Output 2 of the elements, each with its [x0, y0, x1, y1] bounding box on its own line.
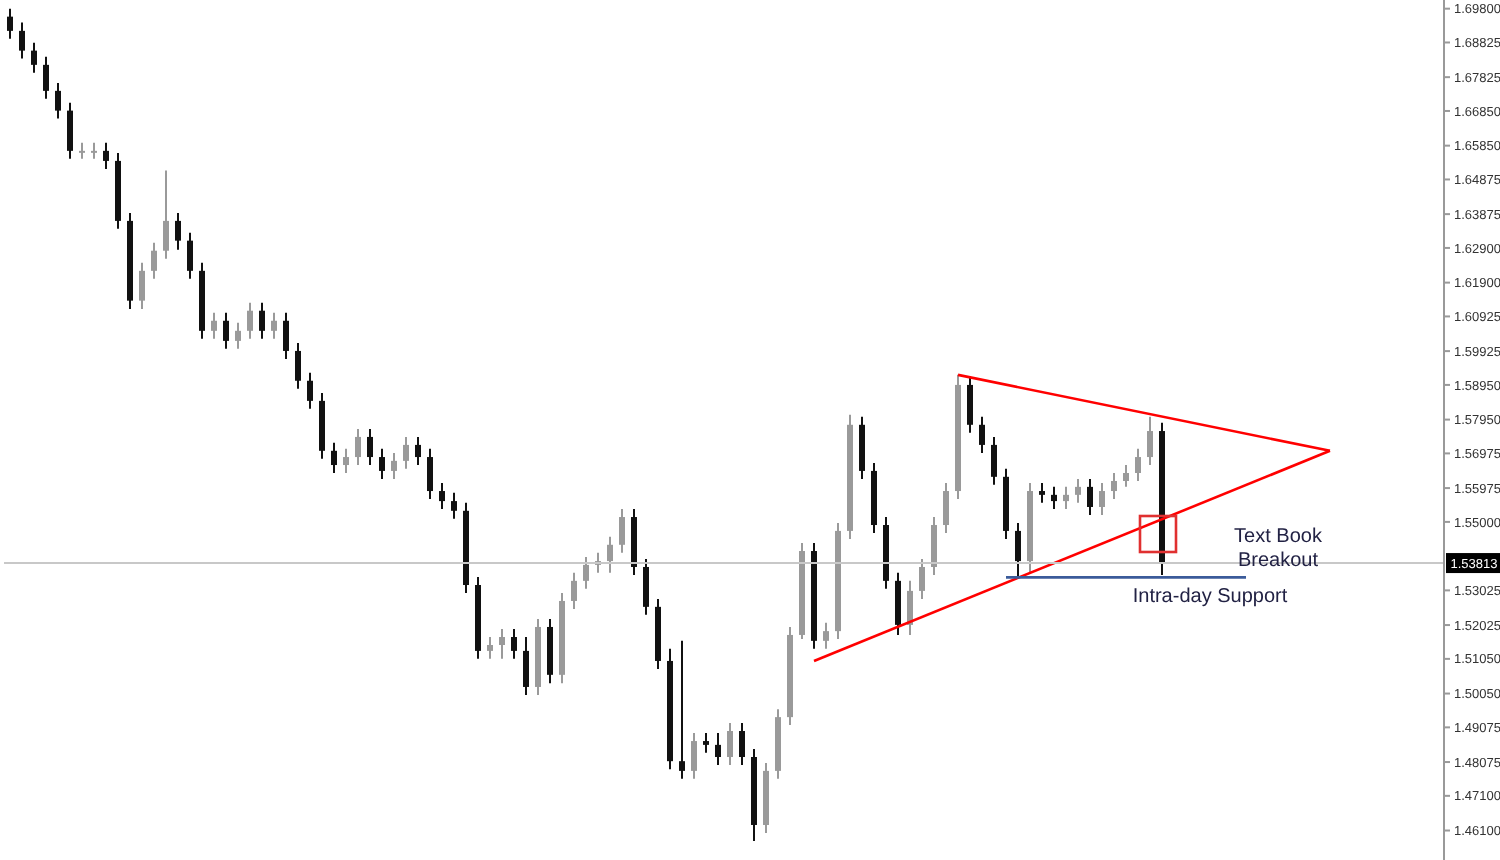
annotation: Text Book Breakout	[1232, 526, 1324, 574]
annotation: Intra-day Support	[1130, 586, 1290, 610]
